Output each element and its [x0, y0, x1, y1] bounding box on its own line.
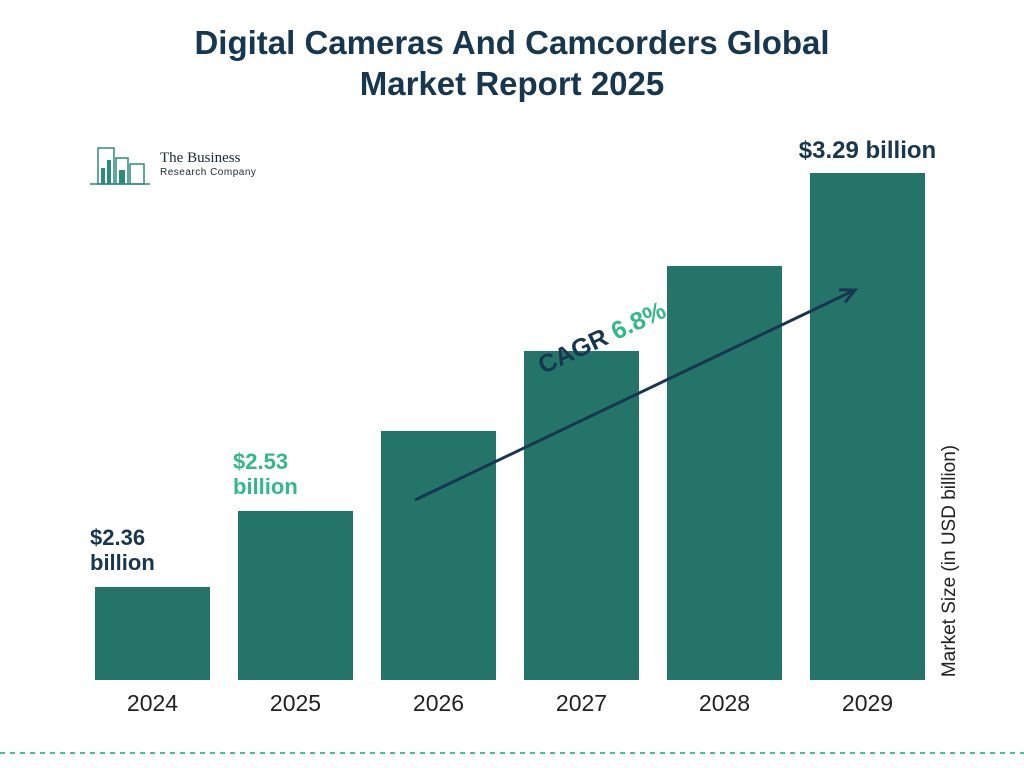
chart-container: Digital Cameras And Camcorders GlobalMar…: [0, 0, 1024, 768]
x-label-2026: 2026: [381, 690, 496, 717]
x-label-2025: 2025: [238, 690, 353, 717]
value-label-2029: $3.29 billion: [780, 137, 955, 165]
cagr-arrow: [95, 140, 925, 680]
value-label-2025: $2.53billion: [233, 449, 358, 500]
x-label-2029: 2029: [810, 690, 925, 717]
y-axis-label: Market Size (in USD billion): [939, 431, 961, 691]
chart-title: Digital Cameras And Camcorders GlobalMar…: [0, 22, 1024, 105]
x-label-2027: 2027: [524, 690, 639, 717]
value-label-2024: $2.36billion: [90, 525, 215, 576]
x-label-2028: 2028: [667, 690, 782, 717]
x-label-2024: 2024: [95, 690, 210, 717]
title-text: Digital Cameras And Camcorders GlobalMar…: [194, 24, 829, 102]
chart-plot-area: CAGR 6.8%: [95, 140, 925, 680]
footer-dashed-line: [0, 752, 1024, 754]
